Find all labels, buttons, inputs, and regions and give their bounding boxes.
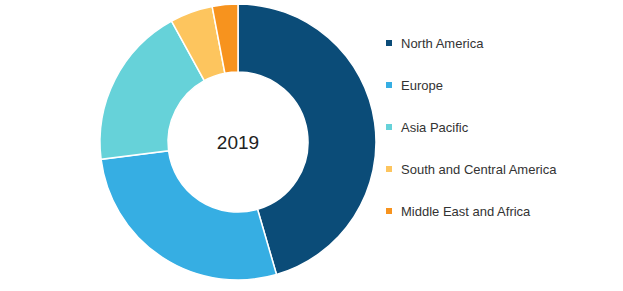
legend-swatch [386, 124, 392, 130]
center-label: 2019 [217, 132, 259, 153]
chart-container: 2019 North America Europe Asia Pacific South… [0, 0, 623, 291]
legend-label: Middle East and Africa [401, 204, 531, 219]
slices [100, 4, 376, 280]
legend-label: Asia Pacific [401, 120, 469, 135]
slice [212, 4, 238, 73]
legend-label: North America [401, 36, 484, 51]
legend-label: South and Central America [401, 162, 557, 177]
legend-swatch [386, 166, 392, 172]
slice [101, 151, 276, 280]
legend: North America Europe Asia Pacific South and… [386, 36, 557, 219]
legend-swatch [386, 40, 392, 46]
chart-svg: 2019 North America Europe Asia Pacific South… [0, 0, 623, 291]
legend-swatch [386, 208, 392, 214]
legend-label: Europe [401, 78, 443, 93]
legend-swatch [386, 82, 392, 88]
